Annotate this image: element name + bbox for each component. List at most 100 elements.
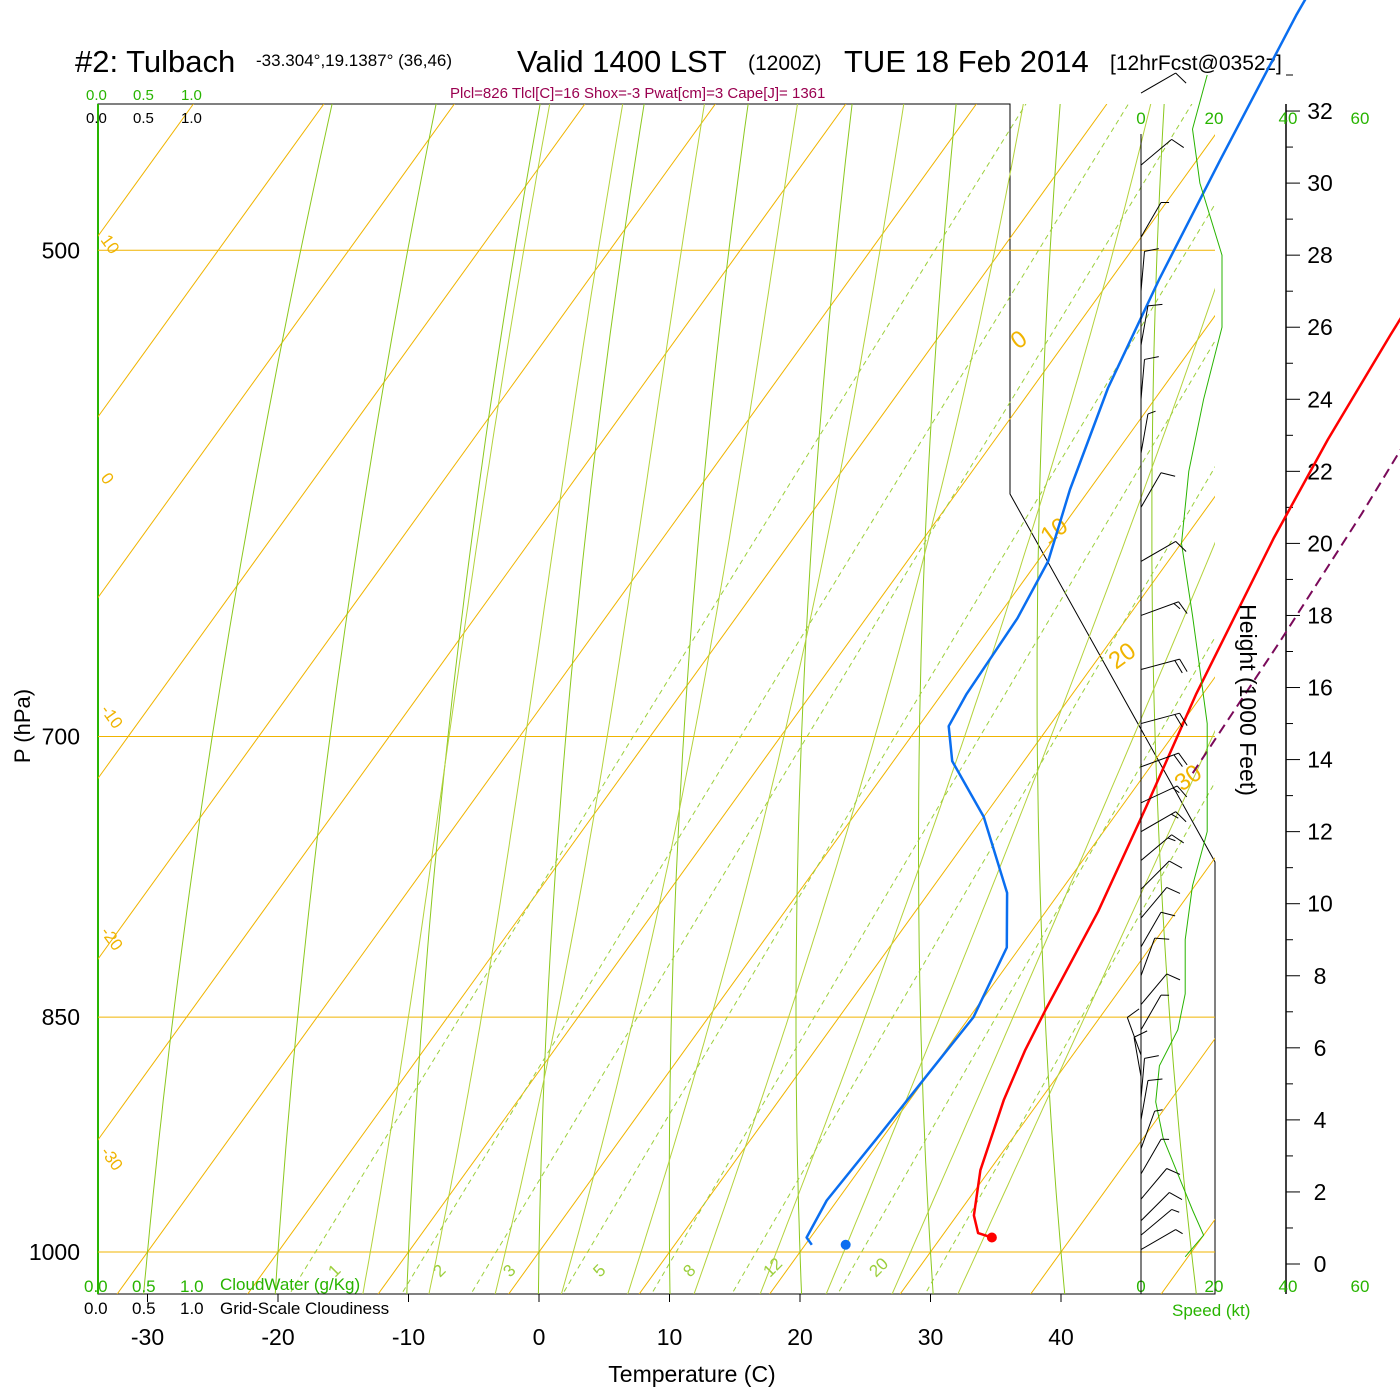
wind-barb-staff [1140,138,1172,166]
height-tick-label: 10 [1307,891,1333,917]
wind-barb-staff [1140,305,1149,346]
wind-barb [1140,601,1188,616]
wind-barb-flag [1154,937,1170,940]
wind-barb [1140,248,1159,292]
temperature-tick-label: 40 [1048,1324,1074,1350]
dry-adiabat--20 [274,104,437,1294]
isotherm-10 [638,495,1215,1294]
wind-barb-flag [1174,714,1183,728]
wind-barb-staff [1140,834,1172,861]
wind-barb [1140,138,1184,166]
wind-barb-flag [1147,303,1163,307]
wind-barb-flag [1147,1078,1163,1081]
height-tick-label: 14 [1307,747,1333,773]
wind-barb-flag [1169,1192,1183,1200]
height-tick-label: 26 [1307,314,1333,340]
top-scale-green-1: 0.5 [133,87,154,104]
isotherm--70 [98,104,455,599]
wind-barb-staff [1140,811,1176,833]
moist-adiabat-15 [693,104,1024,1294]
height-axis-title: Height (1000 Feet) [1235,604,1261,796]
wind-barb [1140,712,1188,728]
moist-adiabat-20 [759,104,1152,1294]
bottom-scale-green-0: 0.0 [84,1277,108,1296]
background-lines [98,0,1355,1323]
wind-barb-staff [1140,1080,1149,1120]
bottom-scale-green-1: 0.5 [132,1277,156,1296]
isotherm--80 [98,104,325,418]
height-tick-label: 4 [1314,1107,1327,1133]
wind-barb-staff [1126,1017,1142,1056]
wind-barb [1140,472,1176,508]
mixing-ratio-20 [837,636,1215,1294]
wind-barb [1140,785,1188,804]
wind-barb [1140,356,1159,400]
wind-barb-staff [1140,1110,1156,1149]
wind-barb-staff [1140,658,1180,670]
wind-barb-flag [1133,1030,1148,1038]
wind-barb-staff [1140,1168,1168,1200]
wind-barb-flag [1160,911,1176,917]
wind-barb-staff [1140,712,1180,725]
temperature-line [972,317,1400,1239]
wind-barb [1140,303,1163,346]
wind-barb-flag [1178,752,1188,766]
y-axis-title: P (hPa) [10,689,35,763]
height-tick-label: 30 [1307,170,1333,196]
mixing-ratio-12 [731,466,1215,1294]
pressure-tick-label: 500 [42,237,80,263]
station-title: #2: Tulbach [75,44,235,79]
dry-adiabat-60 [1263,0,1355,1323]
wind-barb-flag [1144,248,1159,252]
height-tick-label: 32 [1307,98,1333,124]
wind-barb-staff [1140,472,1162,508]
bottom-scale-black-2: 1.0 [180,1299,204,1318]
wind-barb-staff [1140,413,1149,454]
top-scale-green-2: 1.0 [181,87,202,104]
wind-barb-staff [1140,1192,1170,1222]
height-tick-label: 18 [1307,602,1333,628]
wind-barb-flag [1171,834,1184,844]
top-scale-black-0: 0.0 [86,110,107,127]
pressure-tick-label: 850 [42,1004,80,1030]
wind-barb [1140,1229,1183,1251]
mixing-ratio-3 [470,104,1193,1294]
speed-tick-label-top: 0 [1136,109,1145,128]
wind-barb-staff [1140,887,1168,919]
wind-barb-flag [1144,1055,1159,1059]
temperature-tick-label: -20 [261,1324,294,1350]
wind-barb [1140,1168,1181,1200]
isotherm-40 [1030,1037,1215,1294]
wind-barb-flag [1175,1229,1183,1235]
height-tick-label: 8 [1314,963,1327,989]
top-scale-green: 0.0 0.5 1.0 [86,87,202,104]
isotherm-label: -10 [97,701,127,732]
zulu-time: (1200Z) [748,52,822,75]
wind-barb-flag [1173,603,1181,610]
wind-barb [1140,540,1187,562]
wind-speed-profile [1155,74,1223,1258]
mixing-ratio-2 [400,104,1129,1294]
height-tick-label: 6 [1314,1035,1327,1061]
top-scale-black-1: 0.5 [133,110,154,127]
dewpoint-surface-marker [840,1239,851,1250]
x-axis-title: Temperature (C) [608,1361,775,1387]
bottom-scale-black-0: 0.0 [84,1299,108,1318]
moist-adiabat-5 [560,104,798,1294]
wind-barb-staff [1140,202,1162,238]
moist-adiabat--5 [428,104,624,1294]
dry-adiabat-10 [668,104,749,1294]
wind-barb [1140,1208,1180,1236]
wind-barb-staff [1140,1229,1176,1251]
dry-adiabat--10 [406,104,541,1294]
wind-barb [1140,202,1170,238]
isotherm--50 [98,104,716,960]
top-scale-black-2: 1.0 [181,110,202,127]
wind-barb-staff [1140,540,1176,562]
wind-barb [1140,1078,1163,1120]
wind-barb-flag [1179,712,1188,726]
isotherm--30 [116,104,977,1294]
wind-barb-flag [1144,356,1159,360]
wind-barb-flag [1166,1168,1181,1175]
